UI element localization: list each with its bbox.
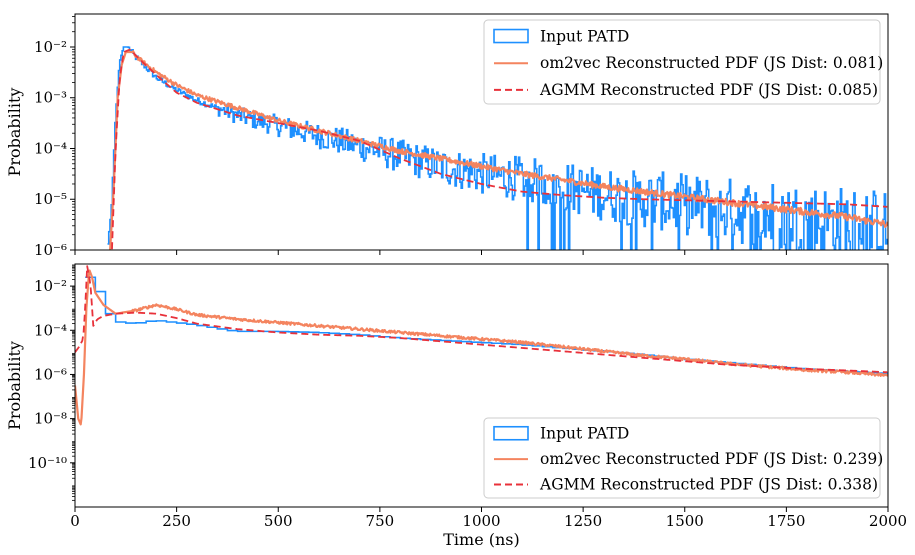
y-tick-label: 10⁻⁴ — [34, 139, 67, 157]
legend-box — [483, 19, 881, 105]
x-tick-label: 500 — [264, 512, 293, 530]
legend-swatch-histogram — [493, 425, 529, 441]
x-tick-label: 1500 — [666, 512, 704, 530]
y-tick-label: 10⁻⁶ — [34, 241, 67, 259]
y-tick-label: 10⁻⁵ — [34, 190, 67, 208]
panel-bottom: 0 250 500 750 1000 1250 1500 1750 2000 10⁻² 10⁻⁴ 10… — [5, 263, 907, 549]
y-axis-label: Probability — [5, 341, 24, 430]
y-tick-label: 10⁻⁸ — [34, 410, 67, 428]
series-om2vec-reconstructed-pdf — [75, 269, 888, 426]
x-tick-label: 250 — [162, 512, 191, 530]
y-tick-label: 10⁻³ — [34, 89, 67, 107]
y-tick-label: 10⁻² — [34, 38, 67, 56]
series-input-patd — [107, 46, 888, 250]
x-tick-label: 0 — [70, 512, 80, 530]
series-agmm-reconstructed-pdf — [111, 48, 888, 250]
series-om2vec-reconstructed-pdf — [109, 50, 888, 250]
y-axis-label: Probability — [5, 88, 24, 177]
plot-area — [75, 265, 888, 426]
legend-entry: om2vec Reconstructed PDF (JS Dist: 0.239… — [540, 450, 883, 468]
legend-entry: om2vec Reconstructed PDF (JS Dist: 0.081… — [540, 54, 883, 72]
legend-box — [483, 417, 881, 499]
legend-entry: AGMM Reconstructed PDF (JS Dist: 0.085) — [539, 81, 878, 99]
x-axis-label: Time (ns) — [443, 530, 520, 549]
legend: Input PATD om2vec Reconstructed PDF (JS D… — [483, 19, 883, 105]
y-tick-label: 10⁻¹⁰ — [28, 454, 67, 472]
x-tick-label: 1000 — [462, 512, 500, 530]
x-tick-label: 750 — [366, 512, 395, 530]
x-tick-label: 2000 — [869, 512, 907, 530]
legend-entry: Input PATD — [540, 28, 629, 46]
y-tick-label: 10⁻⁶ — [34, 365, 67, 383]
x-tick-label: 1250 — [564, 512, 602, 530]
legend-swatch-histogram — [493, 28, 529, 44]
series-agmm-reconstructed-pdf — [75, 265, 888, 374]
legend-entry: AGMM Reconstructed PDF (JS Dist: 0.338) — [539, 476, 878, 494]
x-tick-label: 1750 — [767, 512, 805, 530]
legend: Input PATD om2vec Reconstructed PDF (JS D… — [483, 417, 883, 499]
y-tick-label: 10⁻² — [34, 277, 67, 295]
y-tick-label: 10⁻⁴ — [34, 321, 67, 339]
legend-entry: Input PATD — [540, 425, 629, 443]
series-input-patd — [85, 276, 888, 374]
panel-top: 10⁻² 10⁻³ 10⁻⁴ 10⁻⁵ 10⁻⁶ Probability Input PAT… — [5, 13, 889, 259]
plot-area — [107, 46, 888, 250]
